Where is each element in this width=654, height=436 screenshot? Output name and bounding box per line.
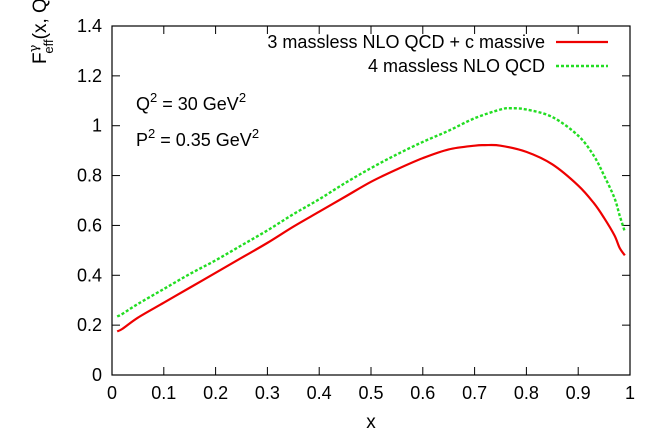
x-tick-label: 0.8 (514, 383, 539, 403)
annotation-part: 2 (252, 126, 259, 141)
legend-label: 4 massless NLO QCD (368, 56, 545, 76)
series-lines (116, 107, 626, 333)
x-tick-label: 0.3 (255, 383, 280, 403)
annotation: P2 = 0.35 GeV2 (136, 126, 259, 150)
y-tick-label: 1.2 (77, 66, 102, 86)
y-tick-label: 0.8 (77, 166, 102, 186)
y-tick-label: 0.2 (77, 315, 102, 335)
x-tick-label: 0.5 (358, 383, 383, 403)
x-tick-label: 1 (625, 383, 635, 403)
annotation-part: P (136, 130, 148, 150)
y-axis-label-rest1: (x, Q (30, 0, 51, 39)
x-tick-label: 0 (107, 383, 117, 403)
y-axis-label: Fγeff(x, Q2, P2)/α (26, 0, 56, 64)
x-tick-label: 0.7 (462, 383, 487, 403)
y-axis-label-sub: eff (41, 39, 56, 54)
x-tick-label: 0.1 (151, 383, 176, 403)
annotation-part: 2 (150, 90, 157, 105)
y-tick-label: 0.6 (77, 215, 102, 235)
legend: 3 massless NLO QCD + c massive 4 massless… (267, 32, 608, 76)
y-tick-label: 0.4 (77, 265, 102, 285)
x-tick-label: 0.2 (203, 383, 228, 403)
annotation-part: Q (136, 94, 150, 114)
x-tick-label: 0.4 (307, 383, 332, 403)
x-axis-label: x (366, 412, 376, 433)
tick-labels: 0 0.1 0.2 0.3 0.4 0.5 0.6 0.7 0.8 0.9 1 0 0.2 0.4 0.6 0… (77, 16, 635, 403)
annotation-part: 2 (239, 90, 246, 105)
ticks (111, 25, 631, 376)
y-tick-label: 0 (92, 365, 102, 385)
plot-frame (111, 25, 631, 376)
x-tick-label: 0.6 (410, 383, 435, 403)
annotation-part: = 0.35 GeV (155, 130, 252, 150)
y-axis-label-prefix: F (30, 52, 51, 64)
annotation: Q2 = 30 GeV2 (136, 90, 246, 114)
legend-label: 3 massless NLO QCD + c massive (267, 32, 545, 52)
y-tick-label: 1.4 (77, 16, 102, 36)
y-axis-label-sup: γ (27, 44, 42, 52)
x-tick-label: 0.9 (566, 383, 591, 403)
series-line-2 (116, 107, 626, 318)
annotation-part: = 30 GeV (157, 94, 239, 114)
y-tick-label: 1 (92, 116, 102, 136)
series-line-1 (116, 143, 626, 333)
annotation-part: 2 (148, 126, 155, 141)
